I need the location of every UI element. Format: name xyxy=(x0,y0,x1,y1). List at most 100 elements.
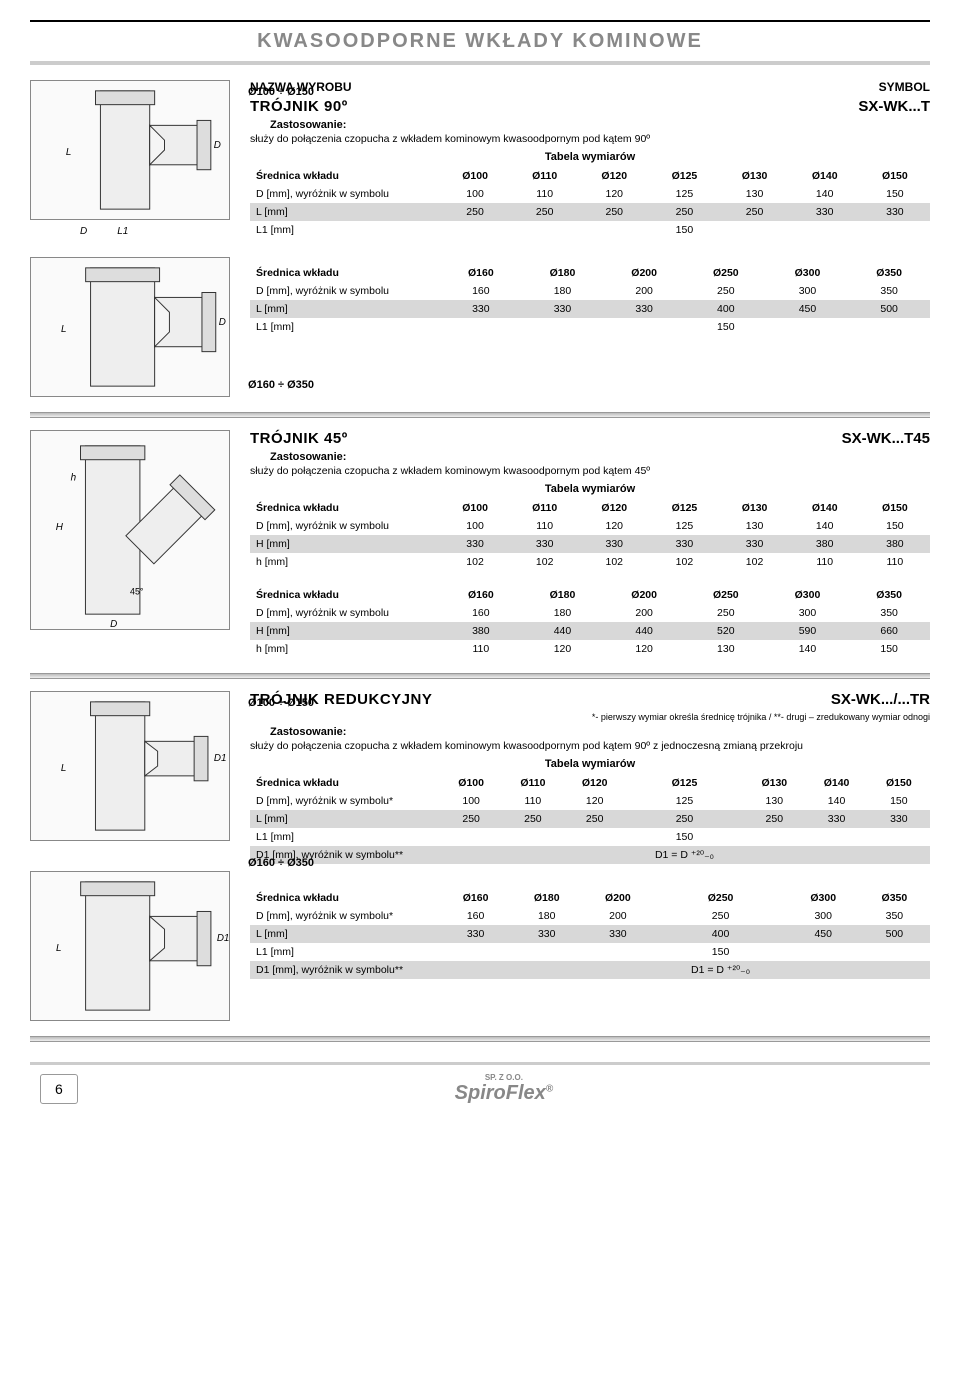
table-header-cell: Średnica wkładu xyxy=(250,774,440,792)
table-cell: 100 xyxy=(440,185,510,203)
table-cell: 450 xyxy=(788,925,859,943)
section-trojnik-red: L D1 Ø100 ÷ Ø150 L D1 Ø160 ÷ Ø350 xyxy=(30,691,930,1021)
section-divider xyxy=(30,673,930,679)
table-cell: 120 xyxy=(522,640,604,658)
table-cell: 120 xyxy=(579,517,649,535)
table-cell: D [mm], wyróżnik w symbolu xyxy=(250,282,440,300)
table-cell xyxy=(868,828,930,846)
product-title: TRÓJNIK 90º xyxy=(250,98,348,115)
product-title: TRÓJNIK 45º xyxy=(250,430,348,447)
table-header-cell: Ø200 xyxy=(582,889,653,907)
table-header-cell: Ø100 xyxy=(440,167,510,185)
zastosowanie-label: Zastosowanie: xyxy=(270,726,930,738)
svg-text:L: L xyxy=(61,324,66,335)
svg-text:D1: D1 xyxy=(217,933,229,944)
table-header-cell: Ø250 xyxy=(653,889,787,907)
product-symbol: SX-WK.../...TR xyxy=(831,691,930,708)
svg-text:L: L xyxy=(61,763,66,774)
table-cell xyxy=(440,318,522,336)
table-header-cell: Ø140 xyxy=(805,774,867,792)
table-cell: D [mm], wyróżnik w symbolu* xyxy=(250,907,440,925)
table-cell: 660 xyxy=(848,622,930,640)
table-cell: 250 xyxy=(510,203,579,221)
section-trojnik-90: L D Ø100 ÷ Ø150 DL1 L D Ø160 ÷ Ø350 xyxy=(30,80,930,397)
table-cell: 150 xyxy=(685,318,767,336)
table-cell: 400 xyxy=(653,925,787,943)
table-cell xyxy=(440,828,502,846)
table-cell: 330 xyxy=(805,810,867,828)
page-title: KWASOODPORNE WKŁADY KOMINOWE xyxy=(30,20,930,65)
table-cell: 500 xyxy=(859,925,930,943)
table-cell: 380 xyxy=(860,535,930,553)
table-cell: 250 xyxy=(440,810,502,828)
table-cell: H [mm] xyxy=(250,535,440,553)
table-cell: 150 xyxy=(653,943,787,961)
section-divider xyxy=(30,1036,930,1042)
table-cell: 160 xyxy=(440,282,522,300)
table-cell xyxy=(859,943,930,961)
table-cell: 140 xyxy=(790,185,860,203)
dim-table-2: Średnica wkładuØ160Ø180Ø200Ø250Ø300Ø350D… xyxy=(250,586,930,658)
table-cell xyxy=(502,828,563,846)
page-footer: 6 SP. Z O.O. SpiroFlex® xyxy=(30,1062,930,1105)
table-cell: D [mm], wyróżnik w symbolu xyxy=(250,517,440,535)
table-cell: D [mm], wyróżnik w symbolu xyxy=(250,604,440,622)
table-cell: 150 xyxy=(860,517,930,535)
table-cell: 110 xyxy=(510,517,579,535)
table-cell: 150 xyxy=(649,221,719,239)
table-cell: D [mm], wyróżnik w symbolu xyxy=(250,185,440,203)
table-cell xyxy=(582,943,653,961)
table-cell: 330 xyxy=(440,535,510,553)
table-cell: 130 xyxy=(719,517,789,535)
table-cell: D1 [mm], wyróżnik w symbolu** xyxy=(250,961,440,979)
table-header-cell: Ø110 xyxy=(510,499,579,517)
table-header-cell: Ø110 xyxy=(502,774,563,792)
table-title: Tabela wymiarów xyxy=(250,758,930,770)
table-cell: 380 xyxy=(790,535,860,553)
svg-text:L: L xyxy=(66,147,71,158)
table-cell: 400 xyxy=(685,300,767,318)
table-header-cell: Ø160 xyxy=(440,264,522,282)
table-cell: 140 xyxy=(767,640,849,658)
table-cell: 250 xyxy=(685,282,767,300)
table-cell: 380 xyxy=(440,622,522,640)
table-cell xyxy=(440,961,511,979)
table-cell: 520 xyxy=(685,622,767,640)
table-cell xyxy=(743,828,805,846)
table-cell xyxy=(440,846,502,864)
svg-text:H: H xyxy=(56,522,64,533)
table-cell: 300 xyxy=(767,604,849,622)
table-cell: L1 [mm] xyxy=(250,943,440,961)
diagram-t90-small: L D Ø100 ÷ Ø150 xyxy=(30,80,230,220)
table-cell: 125 xyxy=(626,792,743,810)
product-desc: służy do połączenia czopucha z wkładem k… xyxy=(250,133,930,145)
svg-text:D1: D1 xyxy=(214,753,227,764)
section-trojnik-45: H h 45° D TRÓJNIK 45º SX-WK...T45 Zastos… xyxy=(30,430,930,658)
table-cell: D1 = D ⁺²⁰₋₀ xyxy=(626,846,743,864)
product-desc: służy do połączenia czopucha z wkładem k… xyxy=(250,740,930,752)
table-header-cell: Ø180 xyxy=(522,586,604,604)
zastosowanie-label: Zastosowanie: xyxy=(270,119,930,131)
table-cell: 330 xyxy=(582,925,653,943)
table-header-cell: Ø140 xyxy=(790,167,860,185)
product-desc: służy do połączenia czopucha z wkładem k… xyxy=(250,465,930,477)
table-header-cell: Ø200 xyxy=(603,264,685,282)
table-header-cell: Ø130 xyxy=(743,774,805,792)
table-cell: 102 xyxy=(579,553,649,571)
table-header-cell: Ø300 xyxy=(788,889,859,907)
table-cell: 250 xyxy=(685,604,767,622)
table-cell: L [mm] xyxy=(250,300,440,318)
table-cell: L1 [mm] xyxy=(250,828,440,846)
table-header-cell: Ø125 xyxy=(626,774,743,792)
table-cell xyxy=(564,828,626,846)
footer-logo: SP. Z O.O. SpiroFlex® xyxy=(78,1073,930,1105)
table-cell: 330 xyxy=(511,925,582,943)
table-cell: 110 xyxy=(860,553,930,571)
table-cell: 330 xyxy=(790,203,860,221)
diagram-range-label: Ø100 ÷ Ø150 xyxy=(248,86,314,98)
table-cell: 250 xyxy=(719,203,789,221)
table-cell xyxy=(767,318,849,336)
table-cell: 160 xyxy=(440,907,511,925)
table-cell: 125 xyxy=(649,517,719,535)
table-header-cell: Ø120 xyxy=(564,774,626,792)
